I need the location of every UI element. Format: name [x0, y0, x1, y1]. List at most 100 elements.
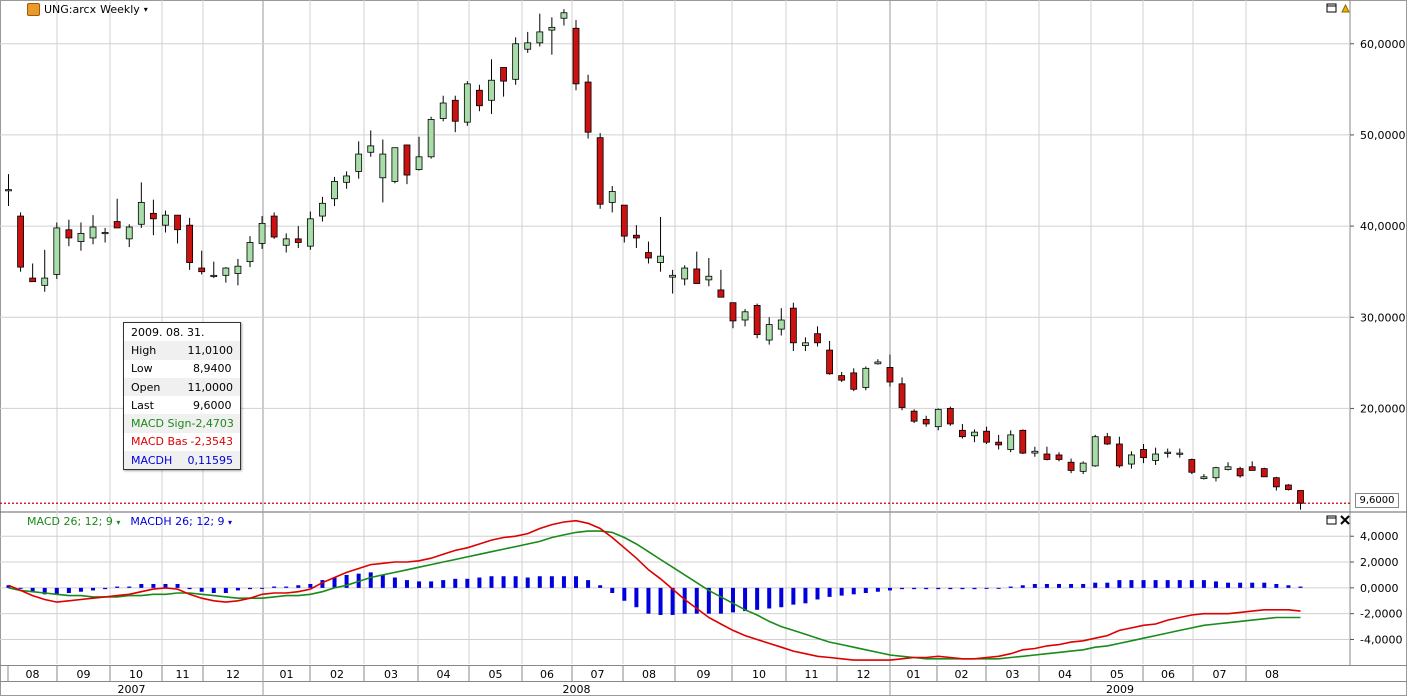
- candle-body: [355, 153, 363, 172]
- candle-body: [608, 191, 616, 203]
- month-label: 08: [1265, 668, 1279, 681]
- candle: [451, 95, 459, 133]
- macdh-legend[interactable]: MACDH 26; 12; 9 ▾: [130, 515, 233, 528]
- candle: [584, 74, 592, 139]
- period-label: Weekly: [100, 3, 140, 16]
- candle: [53, 222, 61, 279]
- macdh-dropdown-icon[interactable]: ▾: [228, 518, 233, 527]
- macdh-bar: [6, 585, 11, 588]
- macdh-bar: [235, 587, 240, 591]
- macdh-bar: [960, 587, 965, 590]
- macdh-bar: [320, 580, 325, 588]
- candle-body: [814, 333, 821, 344]
- macdh-bar: [417, 581, 422, 588]
- macdh-bar: [815, 587, 820, 600]
- macdh-bar: [513, 576, 518, 588]
- macdh-bar: [875, 587, 880, 592]
- candle-body: [596, 137, 604, 205]
- candle-body: [693, 268, 701, 284]
- candle-body: [898, 383, 906, 408]
- candle-body: [983, 430, 990, 443]
- candle: [1067, 458, 1075, 474]
- macdh-bar: [706, 587, 711, 614]
- month-label: 11: [805, 668, 819, 681]
- macdh-bar: [924, 587, 929, 590]
- candle-body: [717, 289, 725, 298]
- macdh-bar: [646, 587, 651, 614]
- candle-body: [826, 349, 833, 375]
- candle: [246, 236, 254, 268]
- candle-body: [874, 361, 882, 365]
- month-label: 02: [330, 668, 344, 681]
- macdh-bar: [272, 586, 277, 588]
- macdh-bar: [139, 583, 144, 588]
- macdh-bar: [887, 587, 892, 591]
- chart-header[interactable]: UNG:arcx Weekly ▾: [27, 3, 148, 16]
- candle: [971, 429, 978, 443]
- candle-body: [1128, 454, 1135, 465]
- candle-body: [862, 367, 870, 388]
- candle: [1031, 446, 1039, 457]
- candle-body: [1297, 490, 1304, 504]
- maximize-icon: [1326, 3, 1350, 13]
- candle: [89, 215, 97, 245]
- macdh-bar: [827, 587, 832, 597]
- macd-dropdown-icon[interactable]: ▾: [116, 518, 121, 527]
- candle-body: [282, 238, 290, 246]
- macdh-bar: [622, 587, 627, 601]
- macdh-bar: [103, 587, 108, 590]
- candle: [101, 227, 109, 243]
- candle: [1140, 443, 1147, 464]
- candle: [319, 196, 326, 222]
- macdh-bar: [91, 587, 96, 591]
- month-label: 09: [77, 668, 91, 681]
- candle-body: [1115, 443, 1123, 467]
- candle-body: [1188, 459, 1196, 473]
- candle: [270, 212, 278, 239]
- month-label: 11: [176, 668, 190, 681]
- candle: [922, 415, 930, 427]
- indicator-legend: MACD 26; 12; 9 ▾ MACDH 26; 12; 9 ▾: [27, 515, 232, 528]
- candle: [149, 199, 157, 236]
- macdh-bar: [1044, 583, 1049, 588]
- candle-body: [451, 99, 459, 122]
- macdh-bar: [803, 587, 808, 604]
- macdh-bar: [670, 587, 675, 615]
- macdh-bar: [996, 587, 1001, 589]
- candle: [258, 216, 266, 249]
- candle-body: [53, 227, 61, 275]
- candle: [379, 139, 387, 203]
- macdh-bar: [634, 587, 639, 608]
- candle-body: [101, 232, 109, 235]
- macdh-bar: [682, 587, 687, 614]
- macdh-bar: [525, 577, 530, 588]
- macd-legend[interactable]: MACD 26; 12; 9 ▾: [27, 515, 121, 528]
- indicator-tick-label: -4,0000: [1360, 633, 1402, 646]
- period-dropdown-icon[interactable]: ▾: [143, 5, 148, 14]
- maximize-button[interactable]: [1326, 3, 1350, 17]
- panel-controls[interactable]: [1326, 515, 1352, 529]
- candle-body: [946, 408, 954, 425]
- candle-body: [1055, 454, 1063, 460]
- macdh-bar: [948, 587, 953, 590]
- candle: [548, 17, 556, 55]
- maximize-icon: [1326, 515, 1350, 525]
- candle-body: [162, 214, 169, 226]
- macdh-bar: [260, 587, 265, 589]
- candle-body: [463, 83, 471, 123]
- candle: [331, 176, 338, 207]
- candle-body: [802, 342, 809, 346]
- candle: [608, 185, 616, 213]
- candle: [934, 408, 942, 431]
- candle: [294, 226, 302, 248]
- candle-body: [343, 175, 350, 183]
- candle-body: [1260, 468, 1268, 478]
- macdh-bar: [1298, 586, 1303, 588]
- month-label: 06: [540, 668, 554, 681]
- candle: [222, 267, 230, 283]
- candle-body: [210, 274, 218, 277]
- candle-body: [681, 267, 689, 280]
- candle: [125, 224, 133, 248]
- macdh-bar: [42, 587, 47, 595]
- candle: [367, 130, 375, 157]
